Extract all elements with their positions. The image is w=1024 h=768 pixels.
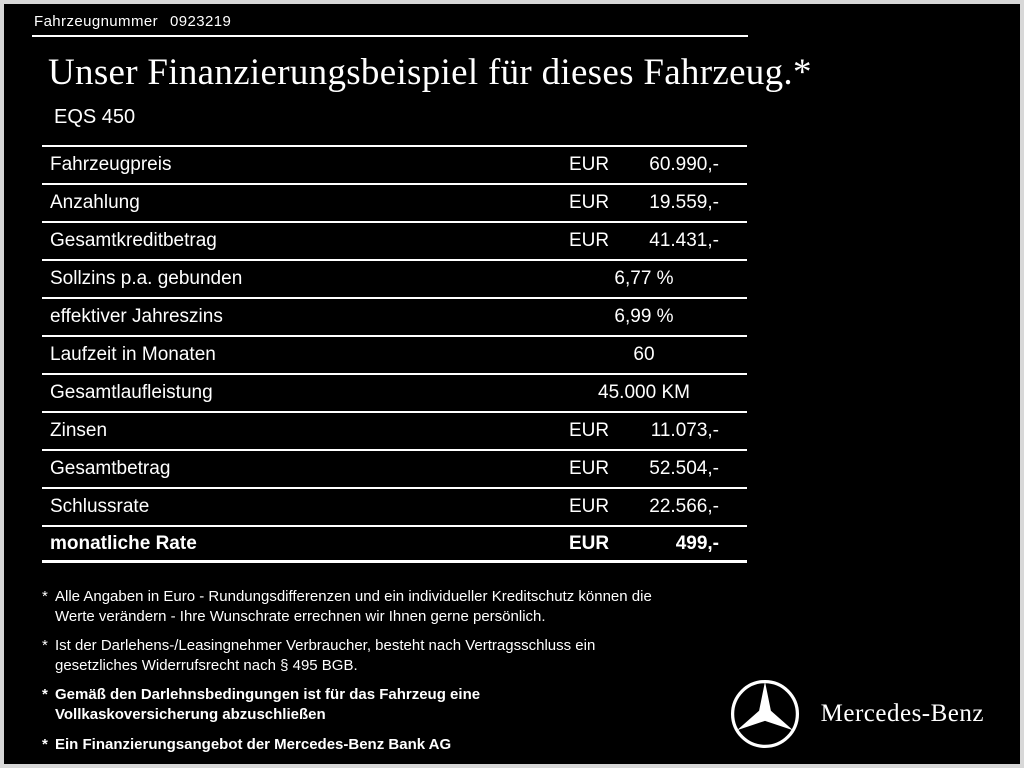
currency-label: EUR bbox=[569, 230, 610, 251]
footnote-text: Gemäß den Darlehnsbedingungen ist für da… bbox=[55, 686, 481, 724]
row-label: effektiver Jahreszins bbox=[50, 306, 223, 327]
vehicle-number-value: 0923219 bbox=[169, 13, 232, 30]
row-value: 60 bbox=[633, 344, 655, 365]
table-row: Gesamtkreditbetrag EUR 41.431,- bbox=[42, 221, 747, 259]
footnote: * Alle Angaben in Euro - Rundungsdiffere… bbox=[42, 587, 742, 627]
table-row: Gesamtbetrag EUR 52.504,- bbox=[42, 449, 747, 487]
vehicle-model: EQS 450 bbox=[54, 106, 136, 128]
currency-label: EUR bbox=[569, 532, 610, 554]
table-row: Sollzins p.a. gebunden 6,77 % bbox=[42, 259, 747, 297]
row-label: Zinsen bbox=[50, 420, 108, 441]
currency-label: EUR bbox=[569, 458, 610, 479]
row-label: Fahrzeugpreis bbox=[50, 154, 172, 175]
row-value-cell: 60 bbox=[569, 344, 719, 366]
footnote-marker: * bbox=[42, 686, 48, 704]
footnote-marker: * bbox=[42, 637, 48, 655]
row-label: Schlussrate bbox=[50, 496, 150, 517]
row-value: 6,77 % bbox=[614, 268, 674, 289]
footnote-marker: * bbox=[42, 588, 48, 605]
currency-label: EUR bbox=[569, 420, 610, 441]
row-label: Laufzeit in Monaten bbox=[50, 344, 216, 365]
row-amount: 41.431,- bbox=[649, 230, 719, 251]
table-row: Schlussrate EUR 22.566,- bbox=[42, 487, 747, 525]
table-row: Laufzeit in Monaten 60 bbox=[42, 335, 747, 373]
currency-label: EUR bbox=[569, 496, 610, 517]
row-value-cell: EUR 22.566,- bbox=[569, 496, 719, 518]
row-amount: 499,- bbox=[675, 532, 719, 554]
vehicle-number-bar: Fahrzeugnummer 0923219 bbox=[4, 4, 1020, 35]
footnote: * Gemäß den Darlehnsbedingungen ist für … bbox=[42, 685, 742, 725]
row-value: 6,99 % bbox=[614, 306, 674, 327]
table-row: Gesamtlaufleistung 45.000 KM bbox=[42, 373, 747, 411]
row-label: Gesamtkreditbetrag bbox=[50, 230, 217, 251]
page-title: Unser Finanzierungsbeispiel für dieses F… bbox=[48, 52, 812, 93]
row-amount: 60.990,- bbox=[649, 154, 719, 175]
table-row-monthly-rate: monatliche Rate EUR 499,- bbox=[42, 525, 747, 563]
row-amount: 52.504,- bbox=[649, 458, 719, 479]
brand-wordmark: Mercedes-Benz bbox=[820, 700, 984, 727]
row-amount: 19.559,- bbox=[649, 192, 719, 213]
row-label: Gesamtbetrag bbox=[50, 458, 171, 479]
row-label: Gesamtlaufleistung bbox=[50, 382, 213, 403]
row-value-cell: EUR 41.431,- bbox=[569, 230, 719, 252]
row-value-cell: 45.000 KM bbox=[569, 382, 719, 404]
footnote-text: Ein Finanzierungsangebot der Mercedes-Be… bbox=[55, 735, 452, 753]
row-label: Anzahlung bbox=[50, 192, 140, 213]
footnote: * Ist der Darlehens-/Leasingnehmer Verbr… bbox=[42, 636, 742, 676]
footnote-marker: * bbox=[42, 735, 48, 753]
table-row: Fahrzeugpreis EUR 60.990,- bbox=[42, 145, 747, 183]
row-value: 45.000 KM bbox=[598, 382, 690, 403]
row-value-cell: EUR 52.504,- bbox=[569, 458, 719, 480]
table-row: Anzahlung EUR 19.559,- bbox=[42, 183, 747, 221]
brand: Mercedes-Benz bbox=[729, 678, 984, 750]
footnotes: * Alle Angaben in Euro - Rundungsdiffere… bbox=[42, 587, 742, 755]
row-label: Sollzins p.a. gebunden bbox=[50, 268, 243, 289]
table-row: Zinsen EUR 11.073,- bbox=[42, 411, 747, 449]
header-divider bbox=[32, 35, 748, 37]
table-row: effektiver Jahreszins 6,99 % bbox=[42, 297, 747, 335]
row-value-cell: 6,77 % bbox=[569, 268, 719, 290]
currency-label: EUR bbox=[569, 192, 610, 213]
vehicle-number-label: Fahrzeugnummer bbox=[34, 13, 158, 30]
row-value-cell: EUR 60.990,- bbox=[569, 154, 719, 176]
footnote: * Ein Finanzierungsangebot der Mercedes-… bbox=[42, 735, 742, 755]
row-label: monatliche Rate bbox=[50, 532, 197, 554]
row-amount: 11.073,- bbox=[650, 420, 719, 441]
footnote-text: Ist der Darlehens-/Leasingnehmer Verbrau… bbox=[55, 637, 596, 675]
row-value-cell: 6,99 % bbox=[569, 306, 719, 328]
mercedes-star-icon bbox=[730, 679, 799, 749]
currency-label: EUR bbox=[569, 154, 610, 175]
row-amount: 22.566,- bbox=[649, 496, 719, 517]
financing-table: Fahrzeugpreis EUR 60.990,- Anzahlung EUR… bbox=[42, 145, 747, 563]
footnote-text: Alle Angaben in Euro - Rundungsdifferenz… bbox=[55, 588, 652, 626]
row-value-cell: EUR 19.559,- bbox=[569, 192, 719, 214]
row-value-cell: EUR 11.073,- bbox=[569, 420, 719, 442]
row-value-cell: EUR 499,- bbox=[569, 533, 719, 555]
